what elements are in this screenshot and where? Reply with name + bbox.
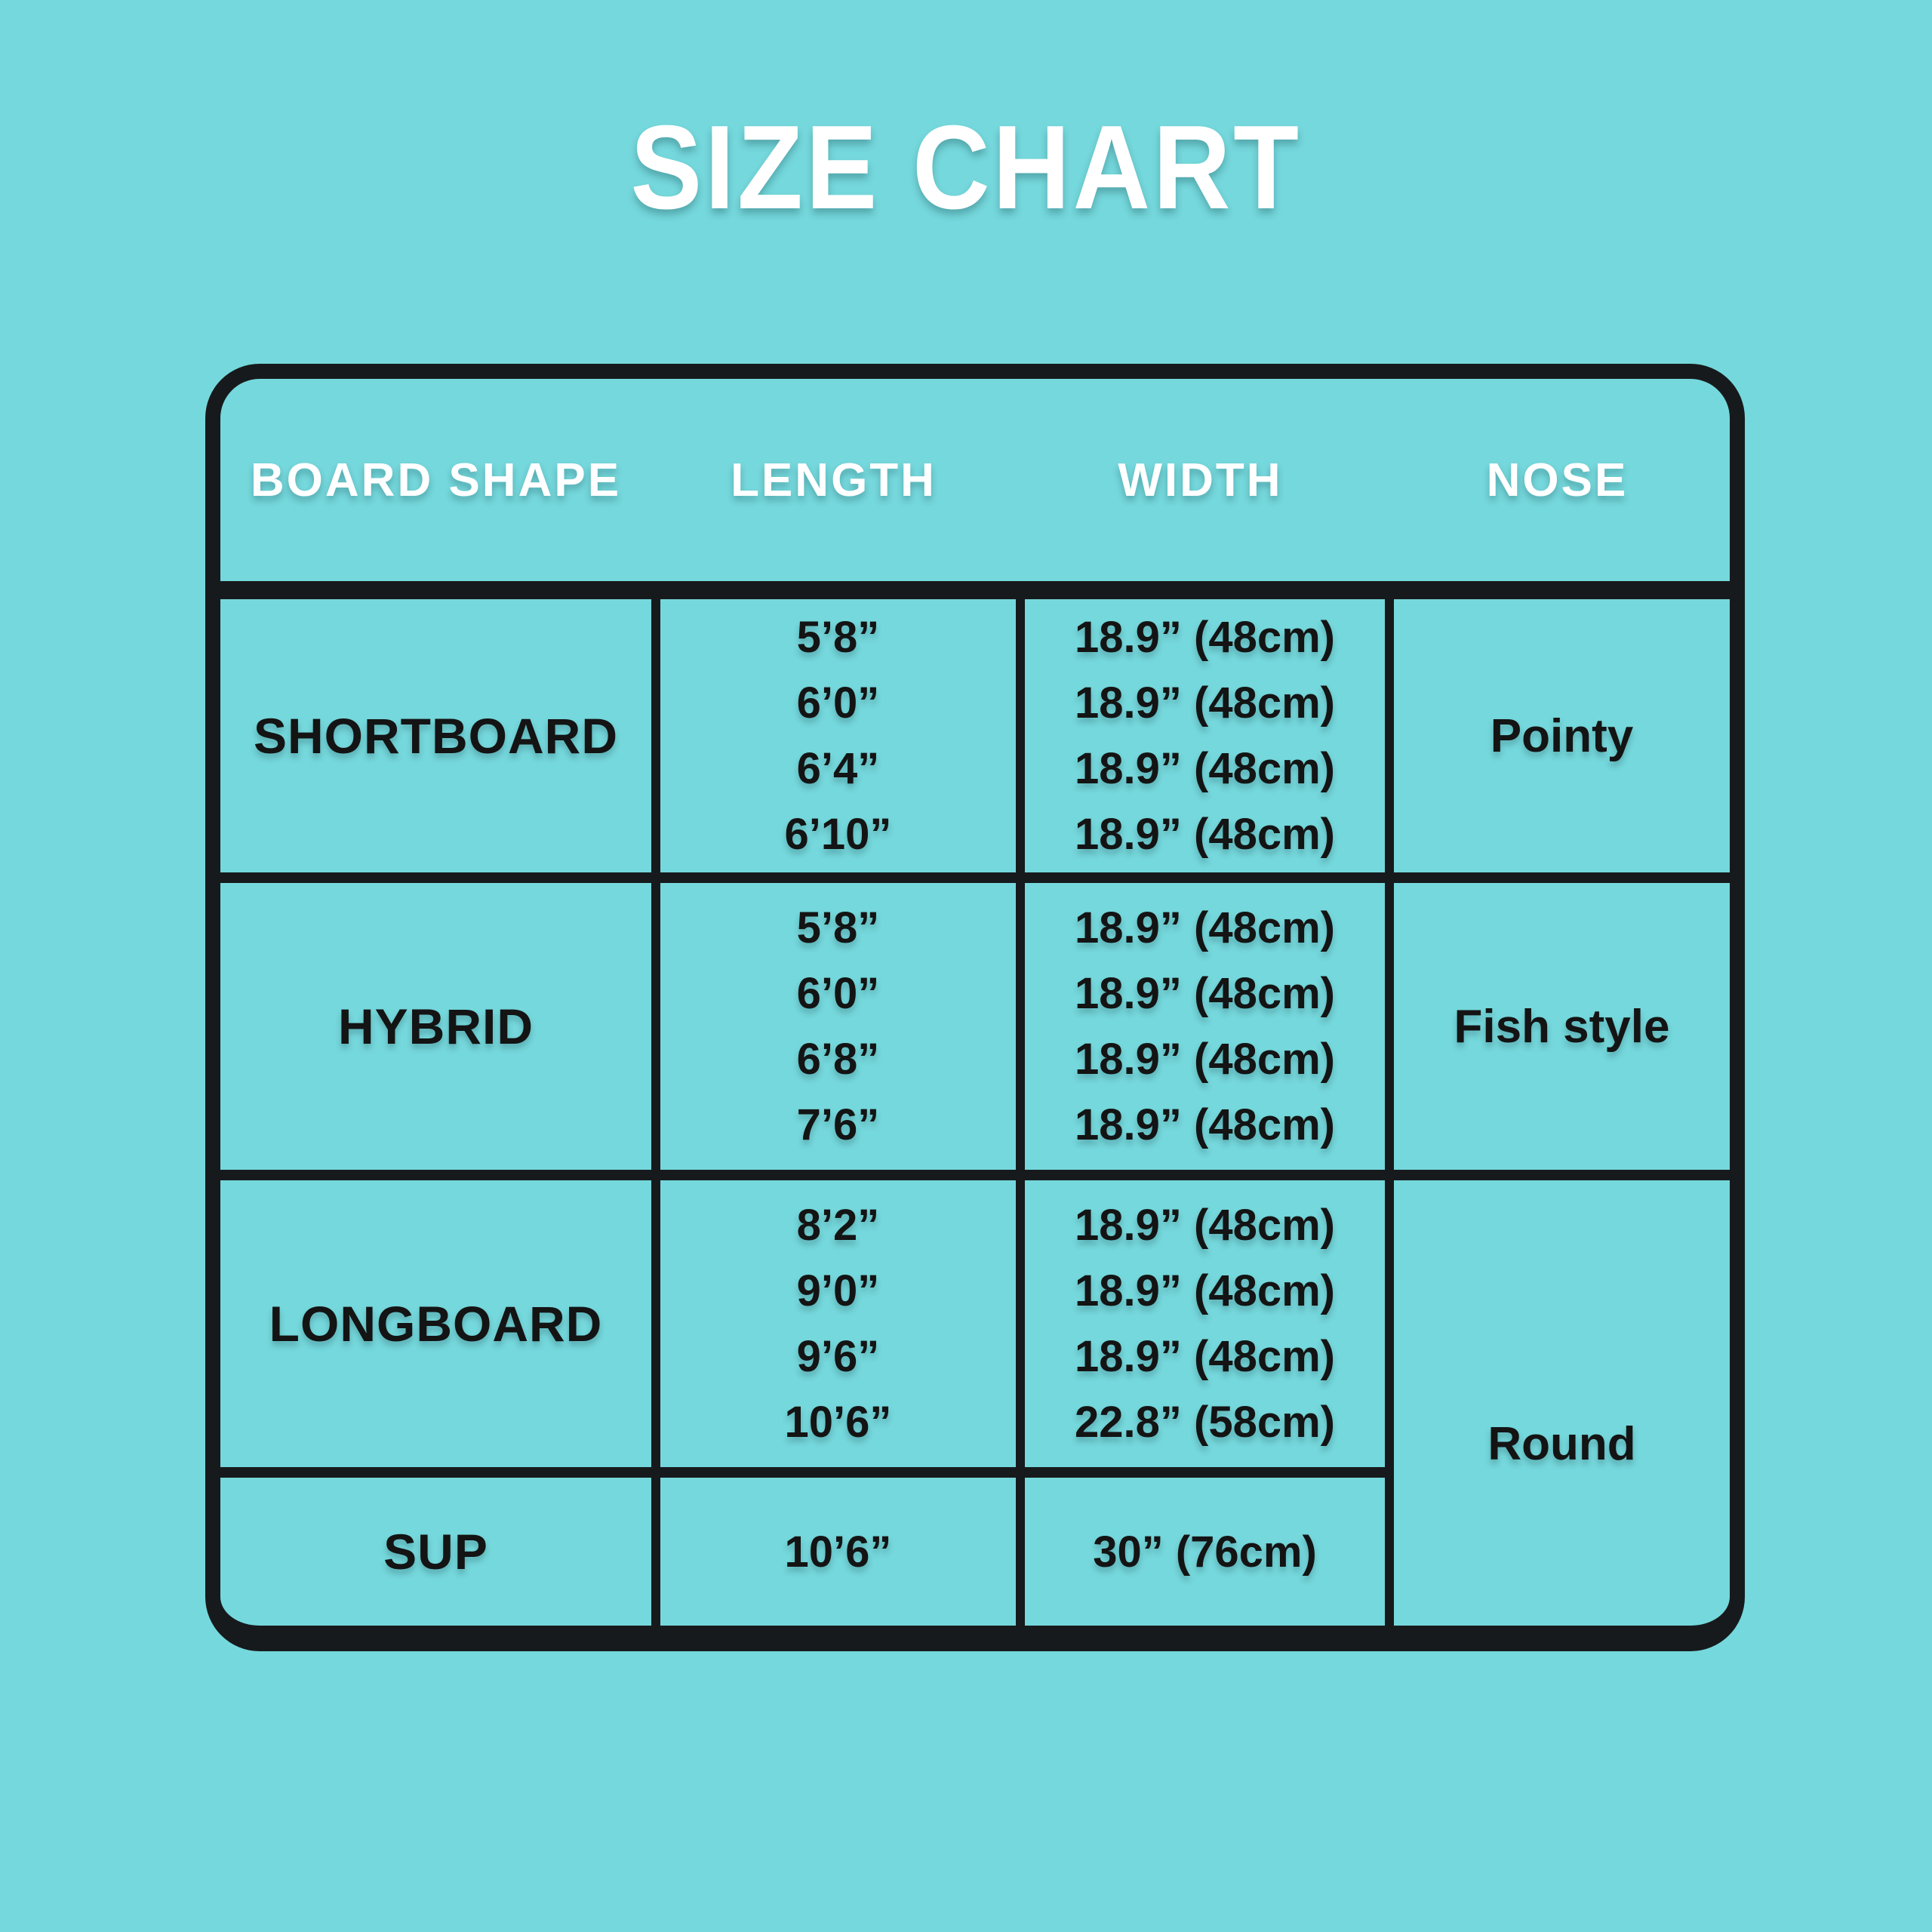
width-value: 18.9” (48cm) — [1075, 810, 1335, 859]
width-value: 18.9” (48cm) — [1075, 969, 1335, 1018]
length-value: 5’8” — [796, 613, 880, 662]
board-shape-longboard: LONGBOARD — [220, 1170, 651, 1467]
width-value: 18.9” (48cm) — [1075, 1266, 1335, 1315]
column-header-nose: NOSE — [1486, 454, 1629, 506]
width-value: 18.9” (48cm) — [1075, 744, 1335, 793]
length-value: 6’0” — [796, 969, 880, 1018]
size-table: BOARD SHAPE LENGTH WIDTH NOSE SHORTBOARD… — [205, 364, 1745, 1651]
page-title-text: SIZE CHART — [630, 101, 1302, 234]
length-value: 6’8” — [796, 1035, 880, 1084]
length-value: 7’6” — [796, 1100, 880, 1149]
lengths-sup: 10’6” — [651, 1467, 1016, 1626]
length-value: 9’0” — [796, 1266, 880, 1315]
lengths-hybrid: 5’8” 6’0” 6’8” 7’6” — [651, 872, 1016, 1170]
width-value: 22.8” (58cm) — [1075, 1398, 1335, 1447]
column-header-width: WIDTH — [1118, 454, 1283, 506]
width-value: 30” (76cm) — [1093, 1527, 1317, 1577]
column-header-length: LENGTH — [731, 454, 937, 506]
widths-sup: 30” (76cm) — [1016, 1467, 1385, 1626]
page-title: SIZE CHART — [0, 101, 1932, 234]
width-value: 18.9” (48cm) — [1075, 1332, 1335, 1381]
nose-shortboard: Pointy — [1385, 581, 1730, 872]
length-value: 10’6” — [784, 1398, 892, 1447]
width-value: 18.9” (48cm) — [1075, 1100, 1335, 1149]
width-value: 18.9” (48cm) — [1075, 613, 1335, 662]
widths-shortboard: 18.9” (48cm) 18.9” (48cm) 18.9” (48cm) 1… — [1016, 581, 1385, 872]
length-value: 6’10” — [784, 810, 892, 859]
length-value: 8’2” — [796, 1201, 880, 1250]
lengths-shortboard: 5’8” 6’0” 6’4” 6’10” — [651, 581, 1016, 872]
board-shape-hybrid: HYBRID — [220, 872, 651, 1170]
lengths-longboard: 8’2” 9’0” 9’6” 10’6” — [651, 1170, 1016, 1467]
width-value: 18.9” (48cm) — [1075, 1035, 1335, 1084]
nose-longboard-sup-merged: Round — [1385, 1170, 1730, 1626]
width-value: 18.9” (48cm) — [1075, 678, 1335, 728]
width-value: 18.9” (48cm) — [1075, 903, 1335, 952]
length-value: 6’4” — [796, 744, 880, 793]
length-value: 9’6” — [796, 1332, 880, 1381]
length-value: 6’0” — [796, 678, 880, 728]
width-value: 18.9” (48cm) — [1075, 1201, 1335, 1250]
board-shape-sup: SUP — [220, 1467, 651, 1626]
nose-hybrid: Fish style — [1385, 872, 1730, 1170]
board-shape-shortboard: SHORTBOARD — [220, 581, 651, 872]
length-value: 10’6” — [784, 1527, 892, 1577]
widths-longboard: 18.9” (48cm) 18.9” (48cm) 18.9” (48cm) 2… — [1016, 1170, 1385, 1467]
widths-hybrid: 18.9” (48cm) 18.9” (48cm) 18.9” (48cm) 1… — [1016, 872, 1385, 1170]
length-value: 5’8” — [796, 903, 880, 952]
column-header-board-shape: BOARD SHAPE — [250, 454, 622, 506]
